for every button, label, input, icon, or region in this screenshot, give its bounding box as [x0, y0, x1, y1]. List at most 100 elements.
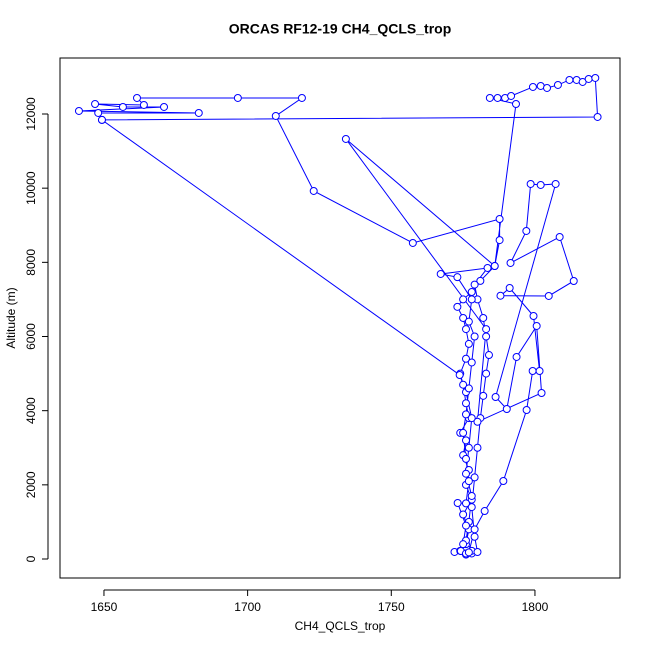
- data-point: [553, 80, 562, 89]
- data-point: [483, 263, 492, 272]
- data-point: [584, 74, 593, 83]
- data-point: [467, 503, 476, 512]
- data-point: [529, 311, 538, 320]
- data-point: [482, 369, 491, 378]
- data-point: [502, 405, 511, 414]
- data-point: [522, 406, 531, 415]
- data-point: [555, 232, 564, 241]
- data-point: [464, 317, 473, 326]
- data-point: [493, 93, 502, 102]
- plot-frame: [59, 57, 621, 579]
- data-point: [495, 214, 504, 223]
- data-point: [528, 366, 537, 375]
- data-point: [459, 540, 468, 549]
- data-point: [526, 179, 535, 188]
- data-point: [297, 93, 306, 102]
- data-point: [505, 283, 514, 292]
- data-point: [543, 83, 552, 92]
- data-point: [97, 115, 106, 124]
- data-point: [271, 111, 280, 120]
- data-point: [473, 548, 482, 557]
- x-axis-label: CH4_QCLS_trop: [295, 619, 386, 633]
- data-point: [491, 392, 500, 401]
- data-point: [94, 108, 103, 117]
- data-point: [482, 325, 491, 334]
- data-point: [461, 499, 470, 508]
- data-point: [467, 491, 476, 500]
- data-point: [453, 302, 462, 311]
- data-point: [133, 93, 142, 102]
- data-point: [496, 291, 505, 300]
- data-point: [537, 388, 546, 397]
- data-point: [535, 366, 544, 375]
- data-point: [139, 100, 148, 109]
- data-point: [470, 332, 479, 341]
- data-point: [160, 102, 169, 111]
- data-point: [233, 93, 242, 102]
- data-point: [461, 454, 470, 463]
- data-point: [544, 291, 553, 300]
- data-point: [565, 75, 574, 84]
- data-point: [480, 507, 489, 516]
- data-point: [528, 82, 537, 91]
- x-tick-label: 1650: [91, 600, 118, 614]
- data-point: [464, 477, 473, 486]
- data-point: [506, 258, 515, 267]
- data-point: [485, 93, 494, 102]
- data-point: [507, 91, 516, 100]
- data-point: [461, 436, 470, 445]
- data-point: [341, 134, 350, 143]
- data-point: [464, 443, 473, 452]
- y-tick-label: 4000: [24, 397, 38, 424]
- data-point: [309, 186, 318, 195]
- data-point: [91, 99, 100, 108]
- data-point: [593, 112, 602, 121]
- y-axis-label: Altitude (m): [4, 287, 18, 348]
- chart-title: ORCAS RF12-19 CH4_QCLS_trop: [229, 21, 452, 37]
- data-point: [473, 417, 482, 426]
- data-point: [459, 428, 468, 437]
- data-point: [591, 73, 600, 82]
- data-point: [461, 410, 470, 419]
- data-point: [470, 532, 479, 541]
- data-point: [453, 273, 462, 282]
- y-tick-label: 2000: [24, 471, 38, 498]
- data-point: [490, 262, 499, 271]
- data-point: [479, 391, 488, 400]
- data-point: [194, 108, 203, 117]
- data-point: [470, 525, 479, 534]
- data-point: [467, 295, 476, 304]
- data-point: [461, 325, 470, 334]
- data-point: [461, 354, 470, 363]
- data-point: [453, 499, 462, 508]
- data-point: [479, 313, 488, 322]
- data-point: [461, 399, 470, 408]
- x-tick-label: 1800: [522, 600, 549, 614]
- data-point: [408, 238, 417, 247]
- data-point: [118, 102, 127, 111]
- x-tick-label: 1750: [378, 600, 405, 614]
- data-point: [470, 473, 479, 482]
- data-point: [511, 99, 520, 108]
- data-point: [461, 469, 470, 478]
- data-point: [522, 226, 531, 235]
- data-point: [532, 321, 541, 330]
- data-point: [436, 269, 445, 278]
- data-point: [512, 352, 521, 361]
- data-point: [473, 443, 482, 452]
- y-tick-label: 12000: [24, 97, 38, 131]
- data-point: [459, 295, 468, 304]
- data-point: [484, 351, 493, 360]
- x-tick-label: 1700: [234, 600, 261, 614]
- data-point: [461, 521, 470, 530]
- data-point: [455, 370, 464, 379]
- data-point: [467, 414, 476, 423]
- y-tick-label: 6000: [24, 323, 38, 350]
- data-point: [464, 384, 473, 393]
- data-point: [495, 236, 504, 245]
- data-point: [482, 332, 491, 341]
- data-point: [569, 276, 578, 285]
- data-point: [459, 380, 468, 389]
